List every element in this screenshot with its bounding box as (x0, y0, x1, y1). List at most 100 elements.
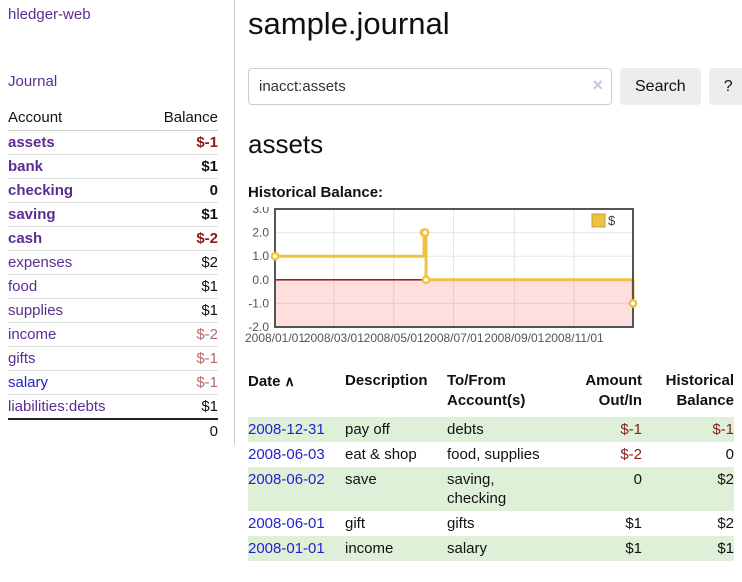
main-content: sample.journal × Search ? assets Histori… (235, 0, 742, 561)
x-tick-label: 2008/09/01 (484, 331, 544, 345)
account-row: bank $1 (8, 154, 218, 179)
account-balance: $-1 (142, 370, 218, 395)
account-heading: assets (248, 129, 324, 159)
account-row: checking 0 (8, 178, 218, 203)
transaction-date-link[interactable]: 2008-12-31 (248, 421, 325, 438)
transaction-accounts: food, supplies (447, 446, 540, 463)
account-row: income $-2 (8, 322, 218, 347)
search-box: × (248, 68, 612, 105)
chart-canvas: 3.0 2.0 1.0 0.0 -1.0 -2.02008/01/012008/03/01… (245, 202, 638, 345)
transaction-amount: $-1 (620, 421, 642, 438)
accounts-total-value: 0 (209, 423, 218, 440)
legend-swatch (591, 213, 606, 228)
x-tick-label: 2008/07/01 (423, 331, 483, 345)
transaction-balance: $-1 (712, 421, 734, 438)
y-tick-label: -2.0 (248, 320, 269, 334)
transaction-accounts: saving, checking (447, 471, 507, 507)
accounts-header-account: Account (8, 106, 143, 131)
x-tick-label: 2008/05/01 (364, 331, 424, 345)
search-button[interactable]: Search (620, 68, 701, 105)
x-tick-label: 2008/03/01 (304, 331, 364, 345)
transaction-accounts: gifts (447, 515, 475, 532)
account-balance: $-2 (142, 226, 218, 251)
page: hledger-web Journal Account Balance asse… (0, 0, 742, 561)
transaction-balance: $2 (717, 471, 734, 488)
account-row: saving $1 (8, 202, 218, 227)
transaction-accounts: debts (447, 421, 484, 438)
plot-border (274, 208, 634, 328)
account-balance: $-2 (142, 322, 218, 347)
accounts-header-row: Account Balance (8, 106, 218, 131)
data-point (421, 275, 431, 285)
sort-ascending-icon: ∧ (284, 373, 295, 389)
sidebar: hledger-web Journal Account Balance asse… (0, 0, 235, 445)
account-link[interactable]: income (8, 326, 57, 343)
spacer (8, 419, 143, 443)
transaction-balance: $2 (717, 515, 734, 532)
transaction-row: 2008-06-02 save saving, checking 0 $2 (248, 467, 734, 511)
account-link[interactable]: liabilities:debts (8, 398, 106, 415)
account-link[interactable]: gifts (8, 350, 36, 367)
app-title-link[interactable]: hledger-web (8, 6, 91, 23)
sidebar-item-journal[interactable]: Journal (8, 73, 58, 90)
help-button[interactable]: ? (708, 68, 742, 105)
y-tick-label: 1.0 (252, 249, 269, 263)
y-tick-label: 3.0 (252, 207, 269, 216)
transaction-amount: $1 (625, 540, 642, 557)
account-balance: $1 (142, 394, 218, 420)
account-link[interactable]: bank (8, 158, 44, 175)
transaction-date-link[interactable]: 2008-01-01 (248, 540, 325, 557)
account-row: supplies $1 (8, 298, 218, 323)
account-link[interactable]: supplies (8, 302, 64, 319)
account-link[interactable]: checking (8, 182, 74, 199)
account-row: assets $-1 (8, 131, 218, 155)
data-point (420, 228, 430, 237)
account-link[interactable]: saving (8, 206, 56, 223)
account-balance: $-1 (142, 346, 218, 371)
account-balance: $-1 (196, 134, 218, 151)
account-balance: $2 (142, 250, 218, 275)
transaction-row: 2008-06-03 eat & shop food, supplies $-2 0 (248, 442, 734, 467)
register-header-amount-out-in[interactable]: Amount Out/In (585, 372, 642, 409)
register-header-to-from-account-s-[interactable]: To/From Account(s) (447, 372, 526, 409)
register-header-description[interactable]: Description (345, 372, 428, 389)
transaction-amount: $-2 (620, 446, 642, 463)
account-link[interactable]: assets (8, 134, 55, 151)
transaction-balance: 0 (725, 446, 734, 463)
register-header-historical-balance[interactable]: Historical Balance (665, 372, 734, 409)
register-header-row: Date ∧ Description To/From Account(s) Amount… (248, 371, 734, 417)
search-form: × Search ? (248, 68, 742, 105)
transaction-row: 2008-01-01 income salary $1 $1 (248, 536, 734, 561)
account-link[interactable]: food (8, 278, 38, 295)
transaction-balance: $1 (717, 540, 734, 557)
account-link[interactable]: expenses (8, 254, 73, 271)
x-tick-label: 2008/01/01 (245, 331, 305, 345)
account-balance: $1 (142, 202, 218, 227)
account-balance: $1 (142, 274, 218, 299)
legend-label: $ (608, 213, 616, 228)
account-balance: $1 (142, 154, 218, 179)
account-row: liabilities:debts $1 (8, 394, 218, 420)
accounts-header-balance: Balance (142, 106, 218, 131)
transaction-row: 2008-12-31 pay off debts $-1 $-1 (248, 417, 734, 442)
y-tick-label: -1.0 (248, 296, 269, 310)
account-row: expenses $2 (8, 250, 218, 275)
data-point (628, 299, 638, 308)
x-tick-label: 2008/11/01 (545, 331, 604, 345)
page-title: sample.journal (248, 6, 450, 41)
account-row: salary $-1 (8, 370, 218, 395)
transaction-description: pay off (345, 421, 390, 438)
transaction-date-link[interactable]: 2008-06-03 (248, 446, 325, 463)
register-table: Date ∧ Description To/From Account(s) Amount… (248, 371, 734, 561)
transaction-date-link[interactable]: 2008-06-01 (248, 515, 325, 532)
historical-balance-chart: 3.0 2.0 1.0 0.0 -1.0 -2.0 2008/01/01 2008/03/01… (238, 202, 742, 353)
clear-search-icon[interactable]: × (592, 75, 603, 95)
account-link[interactable]: cash (8, 230, 43, 247)
search-input[interactable] (248, 68, 612, 105)
account-balance: 0 (142, 178, 218, 203)
transaction-date-link[interactable]: 2008-06-02 (248, 471, 325, 488)
register-header-date[interactable]: Date ∧ (248, 373, 295, 390)
account-link[interactable]: salary (8, 374, 49, 391)
transaction-amount: $1 (625, 515, 642, 532)
transaction-description: eat & shop (345, 446, 417, 463)
